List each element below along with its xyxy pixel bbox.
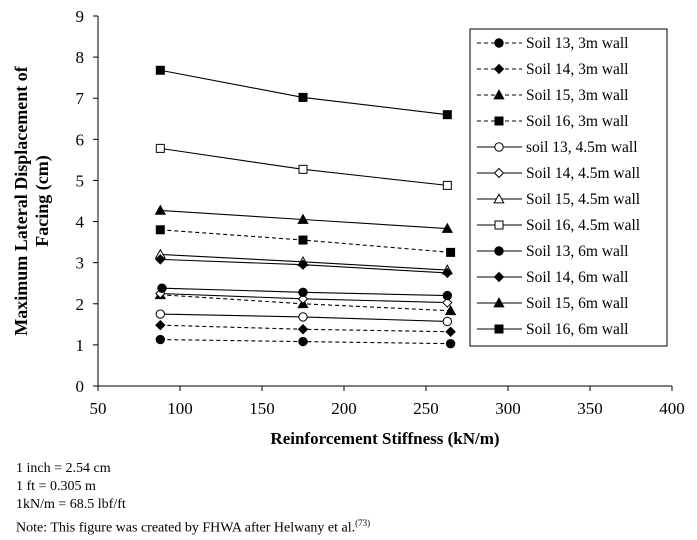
series-12-point [298,92,308,102]
x-tick-label: 250 [413,399,439,418]
legend-label-10: Soil 14, 6m wall [526,269,628,286]
legend-label-1: Soil 13, 3m wall [526,35,628,52]
series-9-point [157,283,167,293]
series-8-point [442,180,452,190]
series-1-point [155,334,166,345]
note-stiffness-conversion: 1kN/m = 68.5 lbf/ft [16,497,126,512]
legend-label-6: Soil 14, 4.5m wall [526,165,640,182]
legend-label-7: Soil 15, 4.5m wall [526,191,640,208]
x-tick-label: 100 [167,399,193,418]
series-line-12 [160,69,448,116]
legend-label-12: Soil 16, 6m wall [526,321,628,338]
series-11-point [297,213,309,224]
y-tick-label: 1 [76,336,85,355]
series-12-point [155,65,165,75]
legend-label-8: Soil 16, 4.5m wall [526,217,640,234]
note-source-ref: (73) [355,518,371,528]
x-tick-label: 150 [249,399,275,418]
y-tick-label: 8 [76,48,85,67]
legend-marker-12 [494,324,504,334]
y-tick-label: 6 [76,130,85,149]
legend-label-9: Soil 13, 6m wall [526,243,628,260]
figure-notes: 1 inch = 2.54 cm 1 ft = 0.305 m 1kN/m = … [16,460,370,538]
series-10-point [297,259,309,270]
note-source: Note: This figure was created by FHWA af… [16,514,370,538]
x-tick-label: 50 [90,399,107,418]
legend-marker-7 [493,193,505,204]
series-9-point [298,287,308,297]
y-tick-label: 9 [76,7,85,26]
series-12-point [442,110,452,120]
x-tick-label: 400 [659,399,685,418]
y-tick-label: 0 [76,377,85,396]
series-10-point [155,254,166,265]
series-5-point [442,316,453,327]
series-9-point [442,290,453,301]
x-tick-label: 350 [577,399,603,418]
legend-marker-5 [494,142,504,152]
y-tick-label: 5 [76,171,85,190]
series-6-point [297,293,309,305]
y-tick-label: 2 [76,295,85,314]
y-axis-title-line2: Facing (cm) [32,155,53,246]
series-5-point [155,309,166,319]
series-11-point [441,222,453,233]
series-10-point [442,267,453,279]
series-8-point [155,143,165,153]
x-axis-title: Reinforcement Stiffness (kN/m) [270,429,499,448]
note-inch-conversion: 1 inch = 2.54 cm [16,461,111,476]
series-1-point [445,338,456,349]
y-tick-label: 4 [76,213,85,232]
y-tick-label: 7 [76,89,85,108]
legend-marker-1 [494,38,504,48]
series-5-point [298,312,308,322]
legend-marker-3 [493,89,505,100]
legend-label-2: Soil 14, 3m wall [526,61,628,78]
legend-marker-11 [493,297,505,308]
y-axis-title-line1: Maximum Lateral Displacement of [11,65,31,335]
legend-marker-6 [493,167,505,179]
series-8-point [298,164,308,174]
series-4-point [446,247,456,257]
series-6-point [442,297,453,308]
legend-marker-10 [493,271,505,283]
legend-label-4: Soil 16, 3m wall [526,113,628,130]
x-tick-label: 300 [495,399,521,418]
legend-label-3: Soil 15, 3m wall [526,87,628,104]
series-3-point [444,304,457,316]
legend-marker-9 [494,246,504,256]
legend-marker-4 [494,116,504,126]
series-1-point [298,336,308,347]
series-11-point [154,204,166,215]
x-tick-label: 200 [331,399,357,418]
series-2-point [445,326,456,337]
series-4-point [155,225,165,235]
legend-box [469,28,668,347]
legend-label-5: soil 13, 4.5m wall [526,139,638,156]
line-chart: 0 1 2 3 4 5 6 7 8 9 50 100 150 200 250 300 350 400 Reinfor… [11,7,685,448]
legend-label-11: Soil 15, 6m wall [526,295,628,312]
series-2-point [297,324,309,335]
note-source-text: Note: This figure was created by FHWA af… [16,520,356,536]
series-2-point [155,319,166,331]
note-foot-conversion: 1 ft = 0.305 m [16,479,96,494]
legend-marker-2 [493,63,505,75]
legend-marker-8 [494,220,504,230]
series-4-point [298,235,308,245]
y-tick-label: 3 [76,254,85,273]
